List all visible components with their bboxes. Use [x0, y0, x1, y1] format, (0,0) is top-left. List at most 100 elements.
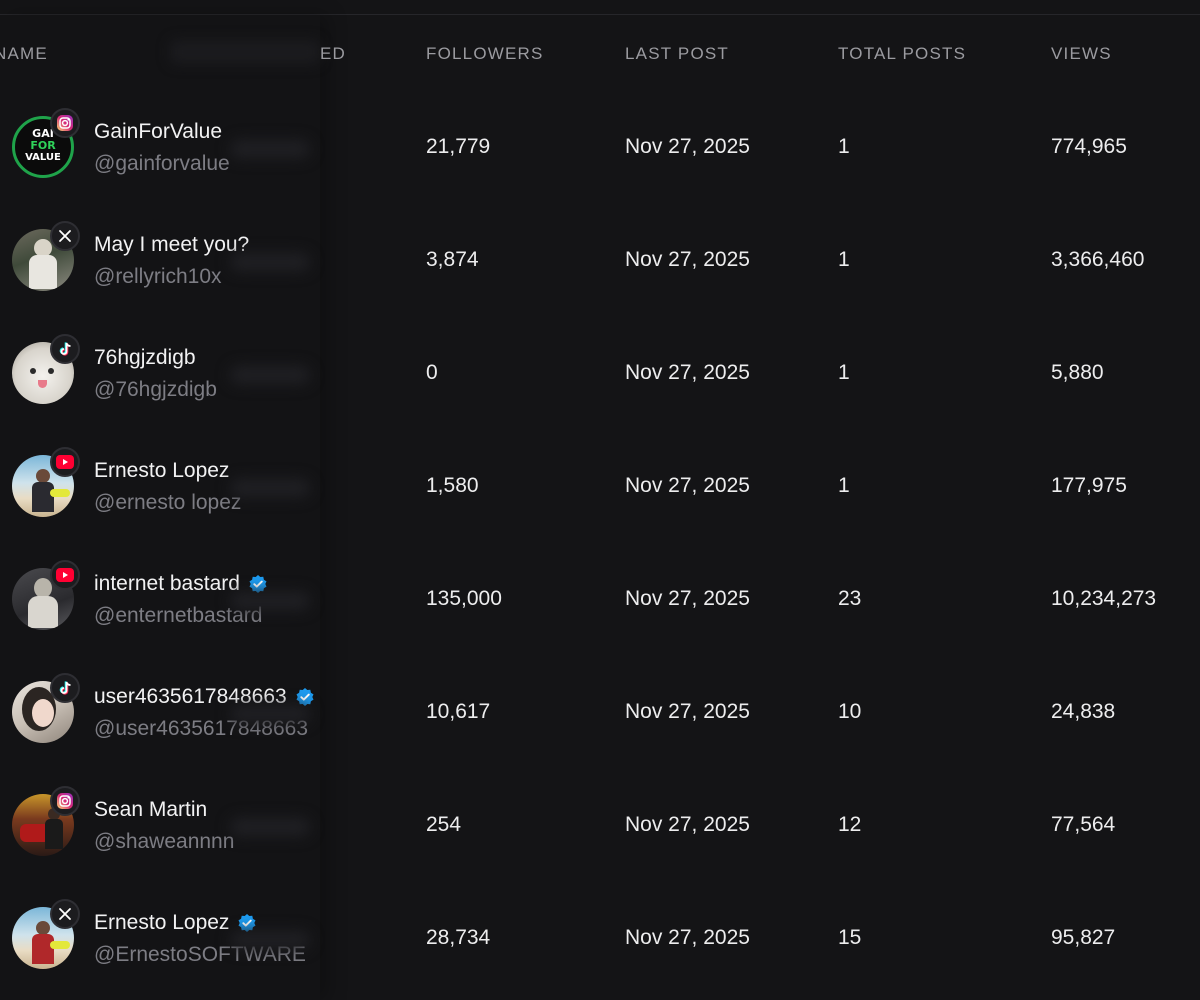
- followers-value: 1,580: [426, 474, 479, 497]
- views-value: 3,366,460: [1051, 248, 1145, 271]
- avatar-container[interactable]: GAI FOR VALUE: [12, 108, 80, 180]
- verified-badge-icon: [238, 914, 256, 932]
- creator-name[interactable]: Ernesto Lopez: [94, 911, 257, 935]
- blurred-cell: [230, 366, 310, 384]
- column-header-name[interactable]: NAME: [0, 44, 48, 63]
- table-row[interactable]: internet bastard @enternetbastard 135,00…: [0, 544, 1200, 657]
- avatar-container[interactable]: [12, 786, 80, 858]
- verified-badge-icon: [296, 688, 314, 706]
- total-posts-value: 10: [838, 700, 862, 723]
- last-post-value: Nov 27, 2025: [625, 587, 750, 610]
- last-post-value: Nov 27, 2025: [625, 248, 750, 271]
- column-header-followers[interactable]: FOLLOWERS: [426, 44, 544, 63]
- instagram-icon: [50, 108, 80, 138]
- youtube-icon: [50, 447, 80, 477]
- table-row[interactable]: Sean Martin @shaweannnn 254 Nov 27, 2025…: [0, 770, 1200, 883]
- blurred-cell: [230, 818, 310, 836]
- followers-value: 28,734: [426, 926, 491, 949]
- blurred-cell: [230, 140, 310, 158]
- followers-value: 3,874: [426, 248, 479, 271]
- creator-name-text: Ernesto Lopez: [94, 911, 230, 934]
- views-value: 10,234,273: [1051, 587, 1157, 610]
- avatar-container[interactable]: [12, 447, 80, 519]
- creator-name[interactable]: internet bastard: [94, 572, 268, 596]
- creator-name-text: GainForValue: [94, 120, 223, 143]
- followers-value: 254: [426, 813, 462, 836]
- last-post-value: Nov 27, 2025: [625, 700, 750, 723]
- views-value: 5,880: [1051, 361, 1104, 384]
- avatar-logo-text: GAI: [32, 127, 54, 140]
- blurred-cell: [230, 253, 310, 271]
- followers-value: 10,617: [426, 700, 491, 723]
- column-header-last-post[interactable]: LAST POST: [625, 44, 730, 63]
- creator-name[interactable]: Sean Martin: [94, 798, 207, 822]
- followers-value: 135,000: [426, 587, 502, 610]
- table-row[interactable]: Ernesto Lopez @ErnestoSOFTWARE 28,734 No…: [0, 883, 1200, 996]
- avatar-container[interactable]: [12, 334, 80, 406]
- youtube-icon: [50, 560, 80, 590]
- last-post-value: Nov 27, 2025: [625, 361, 750, 384]
- column-header-total-posts[interactable]: TOTAL POSTS: [838, 44, 967, 63]
- total-posts-value: 12: [838, 813, 862, 836]
- blurred-cell: [230, 705, 310, 723]
- followers-value: 21,779: [426, 135, 491, 158]
- creator-handle: @76hgjzdigb: [94, 378, 217, 401]
- blurred-cell: [230, 479, 310, 497]
- table-row[interactable]: 76hgjzdigb @76hgjzdigb 0 Nov 27, 2025 1 …: [0, 318, 1200, 431]
- table-row[interactable]: GAI FOR VALUE GainForValue @gain: [0, 92, 1200, 205]
- creator-name[interactable]: Ernesto Lopez: [94, 459, 229, 483]
- avatar-container[interactable]: [12, 673, 80, 745]
- total-posts-value: 1: [838, 361, 850, 384]
- avatar-container[interactable]: [12, 560, 80, 632]
- creator-name-text: May I meet you?: [94, 233, 250, 256]
- tiktok-icon: [50, 673, 80, 703]
- creator-handle: @enternetbastard: [94, 604, 263, 627]
- last-post-value: Nov 27, 2025: [625, 926, 750, 949]
- views-value: 95,827: [1051, 926, 1116, 949]
- creator-name-text: 76hgjzdigb: [94, 346, 196, 369]
- total-posts-value: 1: [838, 248, 850, 271]
- creator-name-text: internet bastard: [94, 572, 240, 595]
- creator-name-text: Ernesto Lopez: [94, 459, 230, 482]
- views-value: 24,838: [1051, 700, 1116, 723]
- tiktok-icon: [50, 334, 80, 364]
- total-posts-value: 1: [838, 135, 850, 158]
- creator-handle: @rellyrich10x: [94, 265, 222, 288]
- views-value: 77,564: [1051, 813, 1116, 836]
- creator-name[interactable]: May I meet you?: [94, 233, 249, 257]
- last-post-value: Nov 27, 2025: [625, 813, 750, 836]
- x-icon: [50, 221, 80, 251]
- views-value: 774,965: [1051, 135, 1127, 158]
- creator-handle: @gainforvalue: [94, 152, 230, 175]
- table-row[interactable]: Ernesto Lopez @ernesto lopez 1,580 Nov 2…: [0, 431, 1200, 544]
- instagram-icon: [50, 786, 80, 816]
- blurred-header-fragment: [170, 40, 320, 64]
- creator-name[interactable]: 76hgjzdigb: [94, 346, 196, 370]
- table-row[interactable]: May I meet you? @rellyrich10x 3,874 Nov …: [0, 205, 1200, 318]
- x-icon: [50, 899, 80, 929]
- creator-name[interactable]: GainForValue: [94, 120, 222, 144]
- avatar: [12, 229, 74, 291]
- last-post-value: Nov 27, 2025: [625, 474, 750, 497]
- creator-name-text: Sean Martin: [94, 798, 208, 821]
- avatar-container[interactable]: [12, 899, 80, 971]
- followers-value: 0: [426, 361, 438, 384]
- avatar-logo-text: VALUE: [25, 152, 61, 163]
- verified-badge-icon: [249, 575, 267, 593]
- avatar-container[interactable]: [12, 221, 80, 293]
- views-value: 177,975: [1051, 474, 1127, 497]
- total-posts-value: 15: [838, 926, 862, 949]
- total-posts-value: 23: [838, 587, 862, 610]
- top-divider: [0, 14, 1200, 15]
- table-header: NAME ED FOLLOWERS LAST POST TOTAL POSTS …: [0, 0, 1200, 106]
- total-posts-value: 1: [838, 474, 850, 497]
- table-body: GAI FOR VALUE GainForValue @gain: [0, 92, 1200, 996]
- creator-name[interactable]: user4635617848663: [94, 685, 315, 709]
- avatar-logo-text: FOR: [30, 139, 56, 152]
- column-header-views[interactable]: VIEWS: [1051, 44, 1112, 63]
- blurred-cell: [230, 592, 310, 610]
- column-header-partially-hidden[interactable]: ED: [320, 44, 347, 63]
- creator-handle: @ernesto lopez: [94, 491, 242, 514]
- table-row[interactable]: user4635617848663 @user4635617848663 10,…: [0, 657, 1200, 770]
